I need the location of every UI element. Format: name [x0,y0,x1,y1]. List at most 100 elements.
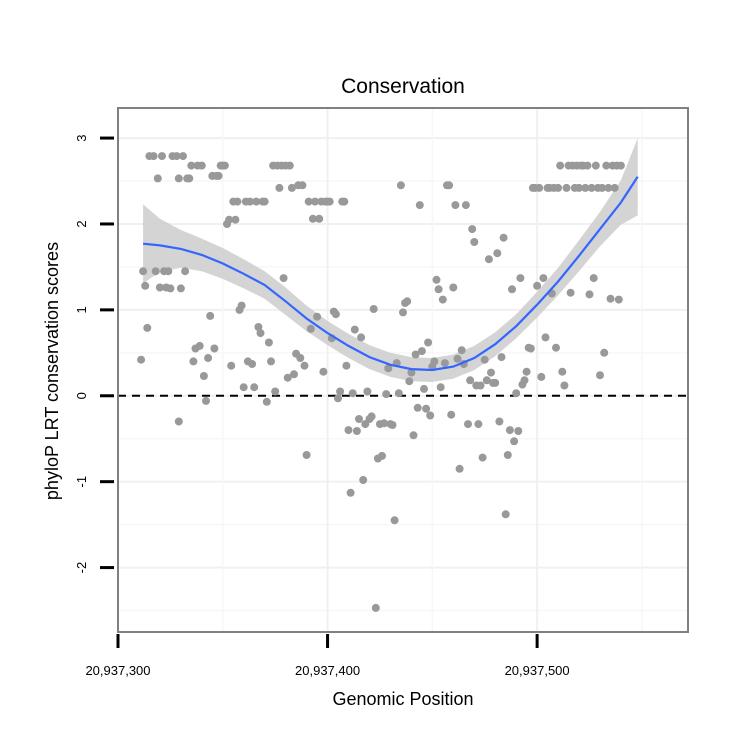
data-point [552,343,560,352]
data-point [616,161,625,170]
data-point [470,238,479,246]
data-point [256,329,265,338]
data-point [172,152,181,161]
data-point [174,174,183,183]
data-point [311,197,319,206]
data-point [262,397,271,406]
data-point [334,394,342,403]
data-point [614,295,623,304]
data-point [390,516,399,525]
data-point [514,427,523,435]
data-point [350,325,359,334]
data-point [457,346,466,355]
data-point [306,324,315,333]
data-point [533,281,542,290]
data-point [355,415,363,423]
data-point [424,338,433,347]
data-point [420,384,428,393]
data-point [290,370,298,379]
data-point [604,183,613,192]
data-point [478,453,487,462]
data-point [304,197,313,206]
y-axis-label: phyloP LRT conservation scores [42,242,62,500]
data-point [468,225,477,234]
data-point [325,197,334,206]
data-point [403,297,412,306]
data-point [560,381,569,390]
data-point [231,215,240,224]
data-point [342,361,351,370]
data-point [558,367,567,376]
data-point [596,371,604,380]
data-point [151,267,160,276]
data-point [260,197,269,206]
data-point [453,354,462,363]
data-point [602,161,611,170]
x-tick-label: 20,937,500 [505,663,570,678]
y-tick-label: 1 [74,306,89,313]
data-point [174,417,183,426]
data-point [436,383,445,392]
data-point [252,197,261,206]
data-point [526,344,535,353]
data-point [359,476,368,484]
smooth-line [142,176,639,372]
data-point [287,183,296,192]
data-point [344,426,353,435]
data-point [539,274,548,283]
data-point [369,305,378,313]
data-point [313,312,322,321]
data-point [522,367,531,376]
data-point [455,464,464,473]
data-point [319,367,328,376]
data-point [179,152,187,161]
data-point [449,283,458,292]
y-tick-label: 0 [74,392,89,399]
data-point [537,372,546,381]
data-point [411,350,420,359]
x-axis: 20,937,300 20,937,400 20,937,500 [85,634,570,678]
data-point [575,183,583,192]
data-point [166,284,175,293]
data-point [556,161,565,170]
data-point [176,284,185,293]
data-point [438,295,447,304]
data-point [409,431,418,440]
data-point [367,412,376,421]
data-point [610,183,619,192]
data-point [220,161,229,170]
data-point [206,311,215,320]
data-point [185,174,194,183]
data-point [302,451,311,459]
data-point [587,183,596,192]
data-point [348,389,357,398]
data-point [233,197,242,206]
data-point [275,183,284,192]
data-point [210,344,219,353]
data-point [440,359,449,368]
data-point [487,368,495,377]
data-point [466,376,475,385]
data-point [308,214,317,223]
data-point [520,376,529,385]
data-point [357,333,366,342]
data-point [432,275,441,284]
data-point [422,404,431,413]
x-tick-label: 20,937,400 [295,663,360,678]
data-point [248,360,257,368]
data-point [250,383,259,392]
data-point [474,420,483,429]
smooth-curve [142,176,639,372]
data-points [137,152,625,612]
data-point [512,389,521,398]
data-point [141,281,150,290]
data-point [598,183,607,192]
data-point [239,383,248,392]
data-point [606,294,615,303]
data-point [394,389,403,398]
data-point [181,267,190,276]
data-point [227,361,236,370]
data-point [541,333,550,342]
data-point [195,341,204,350]
data-point [331,310,340,319]
